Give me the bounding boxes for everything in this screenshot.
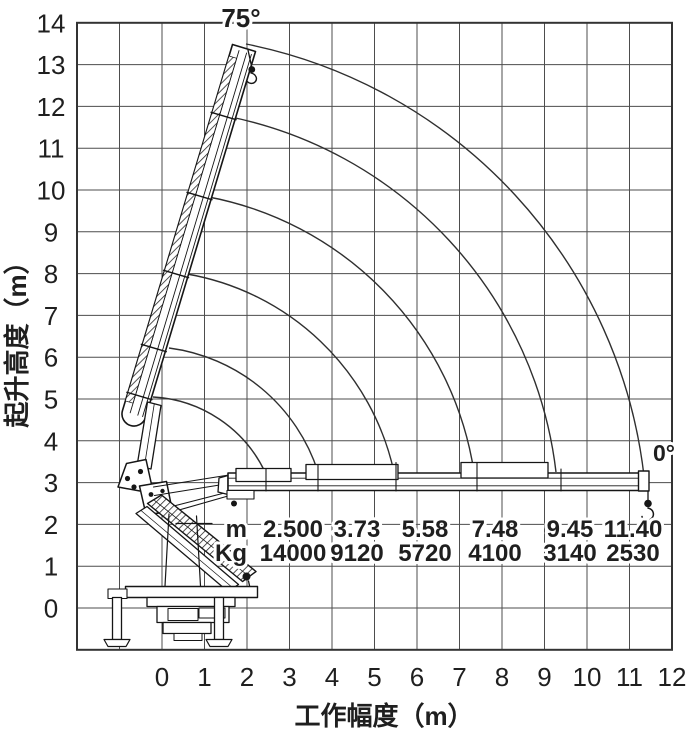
folded-arm: [135, 494, 257, 597]
pedestal-base: [103, 585, 259, 648]
x-tick-label: 3: [282, 662, 296, 692]
y-tick-label: 1: [44, 552, 58, 582]
y-tick-label: 0: [44, 594, 58, 624]
outrigger-left: [103, 596, 131, 648]
column: [164, 513, 202, 587]
boom-tip-arcs: [152, 43, 645, 477]
boom-joint-lines: [265, 461, 562, 492]
x-tick-label: 2: [240, 662, 254, 692]
boom-section-joints: [126, 111, 237, 401]
boom-horizontal-0deg: [217, 461, 655, 522]
arc-radius-3.73: [168, 347, 319, 473]
y-tick-label: 12: [37, 92, 66, 122]
table-capacity-value: 9120: [330, 540, 383, 567]
table-radius-value: 9.45: [547, 516, 594, 543]
x-tick-label: 9: [537, 662, 551, 692]
x-tick-label: 5: [367, 662, 381, 692]
x-tick-label: 7: [452, 662, 466, 692]
y-tick-label: 3: [44, 468, 58, 498]
y-axis-title: 起升高度（m）: [2, 248, 32, 427]
y-tick-label: 14: [37, 8, 66, 38]
plot-border: [76, 21, 673, 651]
y-tick-label: 5: [44, 385, 58, 415]
table-radius-value: 11.40: [604, 516, 663, 543]
load-table-values: 2.500 3.73 5.58 7.48 9.45 11.40 14000 9120 5720 4…: [257, 513, 666, 570]
arc-radius-5.58: [186, 273, 395, 473]
max-angle-label: 75°: [221, 3, 260, 33]
table-capacity-header: Kg: [215, 540, 247, 567]
x-tick-label: 8: [495, 662, 509, 692]
y-tick-label: 9: [44, 217, 58, 247]
y-tick-label: 8: [44, 259, 58, 289]
arc-radius-2.5: [152, 396, 266, 473]
y-tick-label: 6: [44, 343, 58, 373]
crane-drawing: [103, 43, 655, 648]
table-radius-value: 7.48: [472, 516, 519, 543]
x-tick-label: 11: [616, 662, 643, 692]
table-capacity-value: 5720: [398, 540, 451, 567]
table-radius-header: m: [226, 516, 247, 543]
table-radius-value: 5.58: [402, 516, 449, 543]
table-capacity-value: 4100: [468, 540, 521, 567]
y-tick-label: 4: [44, 426, 58, 456]
table-capacity-value: 2530: [606, 540, 659, 567]
boom-raised-75deg: [121, 43, 258, 470]
y-tick-label: 2: [44, 510, 58, 540]
y-tick-label: 11: [38, 134, 65, 164]
boom-tip-hook-0deg: [641, 490, 655, 522]
arc-radius-7.48: [205, 195, 475, 473]
x-tick-label: 0: [155, 662, 169, 692]
arc-radius-11.4: [245, 43, 645, 477]
outrigger-right: [205, 596, 233, 648]
y-tick-label: 13: [37, 50, 66, 80]
y-tick-label: 7: [44, 301, 58, 331]
y-tick-label: 10: [37, 176, 66, 206]
arc-radius-9.45: [225, 115, 557, 473]
x-tick-label: 12: [658, 662, 687, 692]
boom-tip-hook-75deg: [246, 49, 258, 85]
x-tick-label: 10: [573, 662, 602, 692]
table-radius-value: 2.500: [263, 516, 323, 543]
table-capacity-value: 3140: [543, 540, 596, 567]
table-radius-value: 3.73: [334, 516, 381, 543]
x-tick-label: 1: [197, 662, 211, 692]
x-tick-label: 4: [325, 662, 339, 692]
x-tick-label: 6: [410, 662, 424, 692]
link-rods: [152, 473, 239, 513]
min-angle-label: 0°: [653, 440, 675, 466]
table-capacity-value: 14000: [260, 540, 327, 567]
x-axis-title: 工作幅度（m）: [294, 701, 473, 731]
x-axis-tick-labels: 0 1 2 3 4 5 6 7 8 9 10 11 12: [155, 662, 687, 692]
